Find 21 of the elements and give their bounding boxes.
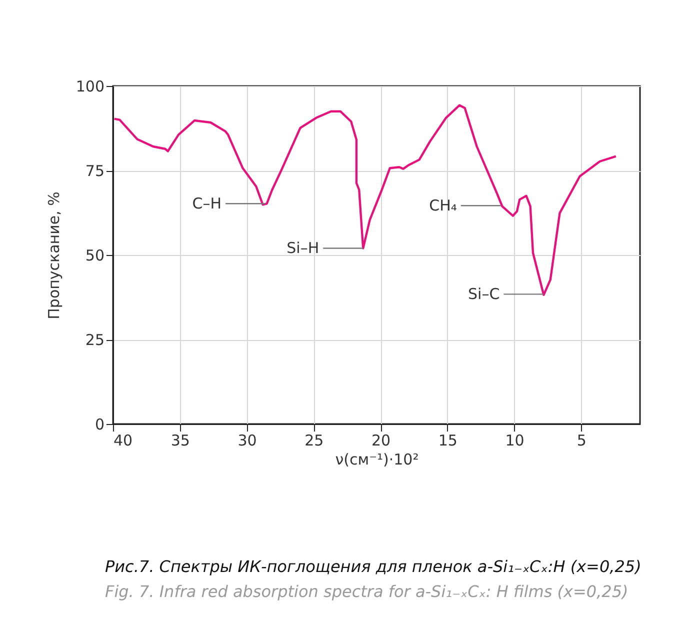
x-tick-label: 20 [371, 432, 391, 450]
y-tick-label: 100 [76, 78, 104, 96]
y-axis-title: Пропускание, % [44, 192, 63, 320]
text: Рис.7. Спектры ИК-поглощения для пленок a-Si₁₋ₓCₓ:H (x=0,25) [105, 557, 642, 576]
annotation: Si–C [468, 285, 500, 304]
caption: Fig. 7. Infra red absorption spectra for a-Si₁₋ₓCₓ: H films (x=0,25) [105, 582, 628, 601]
x-tick-label: 10 [505, 432, 524, 450]
annotation: Si–H [286, 239, 320, 258]
x-tick-label: 30 [238, 432, 257, 450]
x-tick-label: 25 [304, 432, 324, 450]
annotation: C–H [192, 194, 222, 213]
x-tick-label: 35 [170, 432, 190, 450]
y-tick-label: 75 [85, 162, 104, 180]
x-tick-label: 40 [114, 432, 133, 450]
x-axis-title: ν(см⁻¹)·10² [335, 450, 419, 468]
x-tick-label: 15 [438, 432, 458, 450]
y-tick-label: 50 [85, 246, 104, 264]
x-tick-label: 5 [576, 432, 586, 450]
annotation: CH₄ [429, 196, 457, 215]
y-tick-label: 25 [85, 331, 104, 349]
y-tick-label: 0 [94, 416, 104, 434]
